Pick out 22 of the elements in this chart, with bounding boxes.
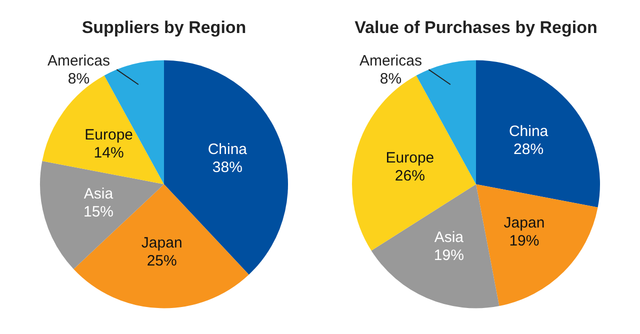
slice-label: Europe: [386, 149, 434, 166]
data-label: 8%: [68, 70, 90, 88]
chart-title: Value of Purchases by Region: [354, 18, 598, 37]
slice-label: Americas: [47, 52, 110, 70]
data-label: 26%: [394, 167, 425, 184]
data-label: 19%: [509, 232, 540, 250]
slice-label: Japan: [141, 234, 182, 252]
slice-label: Asia: [434, 228, 464, 246]
slice-label: Japan: [504, 214, 545, 232]
slice-label: Europe: [84, 126, 134, 144]
slice-label: Americas: [359, 52, 422, 70]
data-label: 15%: [83, 203, 114, 220]
data-label: 14%: [94, 144, 124, 162]
chart-title: Suppliers by Region: [82, 18, 246, 37]
data-label: 8%: [380, 70, 402, 88]
slice-label: China: [208, 141, 248, 158]
data-label: 28%: [514, 140, 544, 158]
data-label: 25%: [146, 252, 177, 270]
slice-label: China: [508, 122, 549, 140]
data-label: 38%: [212, 159, 242, 176]
data-label: 19%: [434, 246, 464, 264]
slice-label: Asia: [84, 185, 114, 202]
